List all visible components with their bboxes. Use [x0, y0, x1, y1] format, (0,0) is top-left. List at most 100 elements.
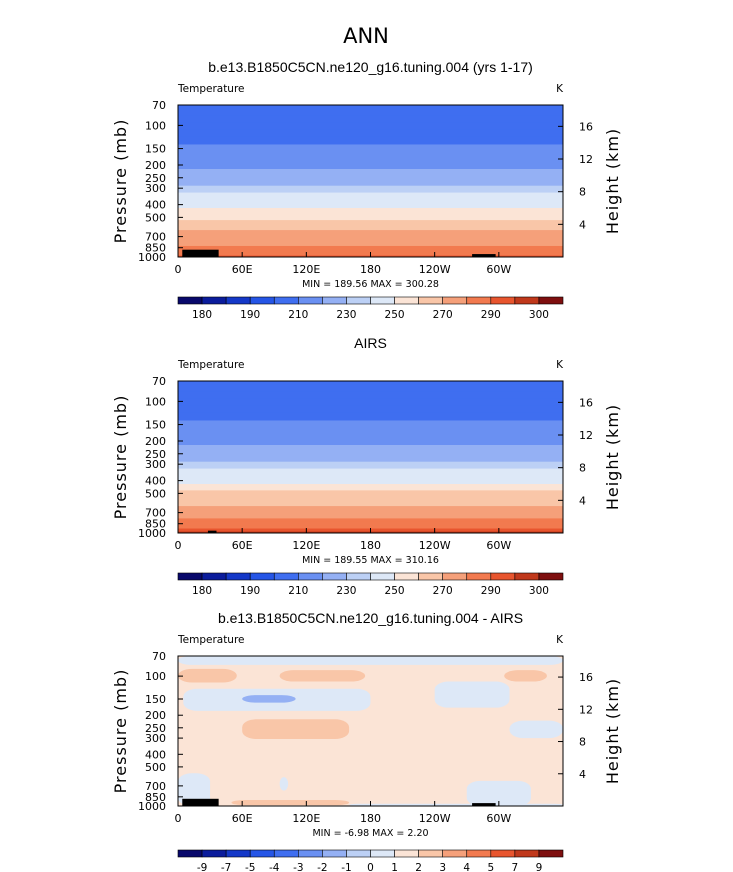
colorbar-swatch [322, 572, 347, 581]
y-tick-label: 500 [145, 487, 166, 500]
colorbar-swatch [418, 296, 443, 305]
colorbar-swatch [394, 572, 419, 581]
colorbar-label: 7 [512, 862, 519, 872]
panel-title: b.e13.B1850C5CN.ne120_g16.tuning.004 (yr… [208, 59, 533, 75]
colorbar-label: 190 [240, 309, 260, 321]
contour-band [178, 456, 563, 463]
contour-band [178, 105, 563, 110]
units-label: K [556, 634, 564, 646]
colorbar-label: -2 [317, 862, 327, 872]
contour-region [434, 681, 510, 708]
colorbar-label: -5 [245, 862, 255, 872]
contour-band [178, 180, 563, 187]
y-tick-label: 70 [152, 375, 166, 388]
contour-band [178, 445, 563, 452]
contour-band [178, 501, 563, 507]
colorbar-label: 300 [529, 309, 549, 321]
units-label: K [556, 359, 564, 371]
colorbar-label: 290 [481, 585, 501, 597]
units-label: K [556, 83, 564, 95]
colorbar-swatch [442, 296, 468, 305]
contour-field [178, 656, 563, 806]
colorbar-swatch [298, 296, 323, 305]
colorbar-swatch [346, 296, 371, 305]
panel-title: AIRS [354, 335, 387, 351]
y-tick-label: 850 [145, 518, 166, 531]
colorbar: 180 190 210 230 250 270 290 300 [177, 572, 564, 597]
contour-band [178, 476, 563, 485]
contour-band [178, 384, 563, 393]
colorbar-label: -9 [197, 862, 207, 872]
contour-field [178, 105, 563, 257]
colorbar-label: 270 [433, 309, 453, 321]
variable-label: Temperature [177, 634, 245, 646]
x-tick-label: 60E [232, 263, 253, 276]
colorbar-label: 250 [385, 585, 405, 597]
contour-region [349, 803, 563, 806]
contour-band [178, 412, 563, 422]
contour-band [178, 230, 563, 236]
contour-field [178, 381, 563, 533]
contour-band [178, 483, 563, 491]
contour-band [178, 437, 563, 446]
x-tick-label: 180 [360, 263, 381, 276]
contour-band [178, 122, 563, 130]
x-tick-label: 120E [292, 539, 320, 552]
y-axis-label-right: Height (km) [603, 128, 622, 234]
y-tick-label: 300 [145, 732, 166, 745]
x-tick-label: 120W [419, 539, 451, 552]
colorbar-swatch [514, 296, 540, 305]
y-tick-label: 400 [145, 475, 166, 488]
topography-mask [182, 798, 219, 806]
colorbar: -9 -7 -5 -4 -3 -2 -1 0 1 2 3 4 5 7 9 [177, 849, 564, 872]
x-tick-label: 120E [292, 812, 320, 825]
colorbar-swatch [225, 849, 251, 858]
colorbar-swatch [177, 849, 203, 858]
contour-band [178, 428, 563, 438]
y-tick-label: 850 [145, 791, 166, 804]
colorbar-swatch [418, 572, 443, 581]
colorbar-swatch [346, 572, 371, 581]
contour-band [178, 152, 563, 162]
y-tick-label: 400 [145, 199, 166, 212]
colorbar-swatch [322, 849, 347, 858]
contour-region [279, 777, 289, 791]
colorbar-label: 210 [288, 309, 308, 321]
y-tick-label: 150 [145, 693, 166, 706]
x-tick-label: 0 [175, 812, 182, 825]
colorbar-swatch [273, 849, 299, 858]
topography-mask [472, 254, 496, 257]
colorbar-swatch [370, 849, 395, 858]
contour-region [178, 656, 563, 665]
contour-band [178, 242, 563, 247]
contour-band [178, 245, 563, 250]
colorbar-label: 4 [463, 862, 470, 872]
height-tick-label: 4 [579, 768, 586, 781]
height-tick-label: 4 [579, 218, 586, 231]
x-tick-label: 60E [232, 812, 253, 825]
colorbar-swatch [466, 849, 492, 858]
y-tick-label: 300 [145, 458, 166, 471]
colorbar-swatch [177, 572, 203, 581]
variable-label: Temperature [177, 359, 245, 371]
y-tick-label: 700 [145, 231, 166, 244]
height-tick-label: 8 [579, 736, 586, 749]
y-axis-label-right: Height (km) [603, 404, 622, 510]
colorbar-label: 250 [385, 309, 405, 321]
contour-band [178, 161, 563, 170]
y-axis-label: Pressure (mb) [111, 669, 130, 794]
contour-region [509, 720, 563, 739]
y-tick-label: 700 [145, 507, 166, 520]
x-tick-label: 120E [292, 263, 320, 276]
y-tick-label: 200 [145, 435, 166, 448]
contour-band [178, 169, 563, 176]
colorbar-swatch [370, 572, 395, 581]
y-tick-label: 100 [145, 670, 166, 683]
colorbar-label: -3 [293, 862, 303, 872]
colorbar-swatch [273, 572, 299, 581]
colorbar-label: -4 [269, 862, 280, 872]
contour-region [279, 670, 366, 682]
contour-band [178, 249, 563, 254]
colorbar-label: 180 [192, 585, 212, 597]
